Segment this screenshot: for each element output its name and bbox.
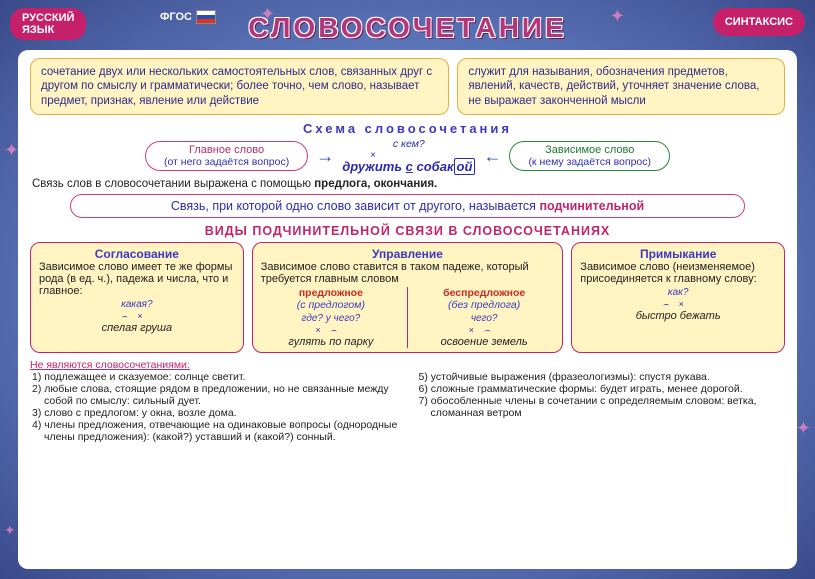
type3-body: Зависимое слово (неизменяемое) присоедин… <box>580 261 776 285</box>
sub1-ex: гулять по парку <box>288 336 373 348</box>
footer-header: Не являются словосочетаниями: <box>30 359 190 371</box>
subordinate-link-box: Связь, при которой одно слово зависит от… <box>70 194 745 218</box>
type1-title: Согласование <box>39 247 235 261</box>
sub1-title: предложное <box>261 287 401 299</box>
type1-ex-text: спелая груша <box>102 322 173 334</box>
connection-note: Связь слов в словосочетании выражена с п… <box>32 178 783 190</box>
dep-word-text: Зависимое слово <box>545 144 634 156</box>
definition-box-2: служит для называния, обозначения предме… <box>457 58 785 115</box>
dep-word-sub: (к нему задаётся вопрос) <box>528 156 651 168</box>
sub1-sub: (с предлогом) <box>261 299 401 311</box>
footer-item: 3) слово с предлогом: у окна, возле дома… <box>32 407 399 419</box>
footer-item: 7) обособленные члены в сочетании с опре… <box>419 395 786 419</box>
note-pre: Связь слов в словосочетании выражена с п… <box>32 178 314 190</box>
arc-marks: ×⌢ <box>469 325 500 335</box>
main-card: сочетание двух или нескольких самостояте… <box>18 50 797 569</box>
footer-right-list: 5) устойчивые выражения (фразеологизмы):… <box>417 371 786 419</box>
question-label: с кем? <box>342 138 475 150</box>
example-phrase: с кем? × дружить с собакой <box>342 138 475 174</box>
footer-left-col: Не являются словосочетаниями: 1) подлежа… <box>30 359 399 443</box>
type3-ex-text: быстро бежать <box>636 310 721 322</box>
type3-q: как? <box>580 287 776 298</box>
phrase-ending: ой <box>454 158 476 175</box>
definition-box-1: сочетание двух или нескольких самостояте… <box>30 58 449 115</box>
sub2-title: беспредложное <box>414 287 554 299</box>
types-title: ВИДЫ ПОДЧИНИТЕЛЬНОЙ СВЯЗИ В СЛОВОСОЧЕТАН… <box>30 224 785 238</box>
type3-title: Примыкание <box>580 247 776 261</box>
footer-item: 5) устойчивые выражения (фразеологизмы):… <box>419 371 786 383</box>
note-bold: предлога, окончания. <box>314 178 437 190</box>
page-title: СЛОВОСОЧЕТАНИЕ <box>0 12 815 44</box>
type-agreement: Согласование Зависимое слово имеет те же… <box>30 242 244 353</box>
phrase-prep: с <box>406 159 413 174</box>
divider <box>407 287 408 348</box>
sub2-q: чего? <box>414 313 554 324</box>
arrow-right-icon: → <box>316 146 334 167</box>
main-word-sub: (от него задаётся вопрос) <box>164 156 289 168</box>
type1-body: Зависимое слово имеет те же формы рода (… <box>39 261 235 297</box>
subtype-prepositional: предложное (с предлогом) где? у чего? ×⌢… <box>261 287 401 348</box>
linkbox-pre: Связь, при которой одно слово зависит от… <box>171 199 540 213</box>
phrase-dep: собак <box>413 159 454 174</box>
arc-marks: ⌢× <box>663 299 694 309</box>
type-government: Управление Зависимое слово ставится в та… <box>252 242 564 353</box>
type2-body: Зависимое слово ставится в таком падеже,… <box>261 261 555 285</box>
footer-item: 6) сложные грамматические формы: будет и… <box>419 383 786 395</box>
footer-item: 2) любые слова, стоящие рядом в предложе… <box>32 383 399 407</box>
dependent-word-label: Зависимое слово (к нему задаётся вопрос) <box>509 141 670 171</box>
type1-example: какая? ⌢× спелая груша <box>39 299 235 334</box>
linkbox-highlight: подчинительной <box>539 199 644 213</box>
sub2-sub: (без предлога) <box>414 299 554 311</box>
arc-marks: ×⌢ <box>315 325 346 335</box>
type1-q: какая? <box>39 299 235 310</box>
main-word-label: Главное слово (от него задаётся вопрос) <box>145 141 308 171</box>
phrase-main: дружить <box>342 159 405 174</box>
footer-right-col: 5) устойчивые выражения (фразеологизмы):… <box>417 359 786 443</box>
sub1-q: где? у чего? <box>261 313 401 324</box>
type3-example: как? ⌢× быстро бежать <box>580 287 776 322</box>
arc-marks: ⌢× <box>121 311 152 321</box>
main-word-text: Главное слово <box>189 144 264 156</box>
footer-item: 1) подлежащее и сказуемое: солнце светит… <box>32 371 399 383</box>
subtype-nonprepositional: беспредложное (без предлога) чего? ×⌢ ос… <box>414 287 554 348</box>
type-adjunction: Примыкание Зависимое слово (неизменяемое… <box>571 242 785 353</box>
schema-title: Схема словосочетания <box>30 121 785 136</box>
sub2-ex: освоение земель <box>441 336 528 348</box>
footer-left-list: 1) подлежащее и сказуемое: солнце светит… <box>30 371 399 443</box>
type2-title: Управление <box>261 247 555 261</box>
arrow-left-icon: ← <box>483 146 501 167</box>
not-collocations-section: Не являются словосочетаниями: 1) подлежа… <box>30 359 785 443</box>
footer-item: 4) члены предложения, отвечающие на один… <box>32 419 399 443</box>
schema-diagram: Главное слово (от него задаётся вопрос) … <box>30 138 785 174</box>
